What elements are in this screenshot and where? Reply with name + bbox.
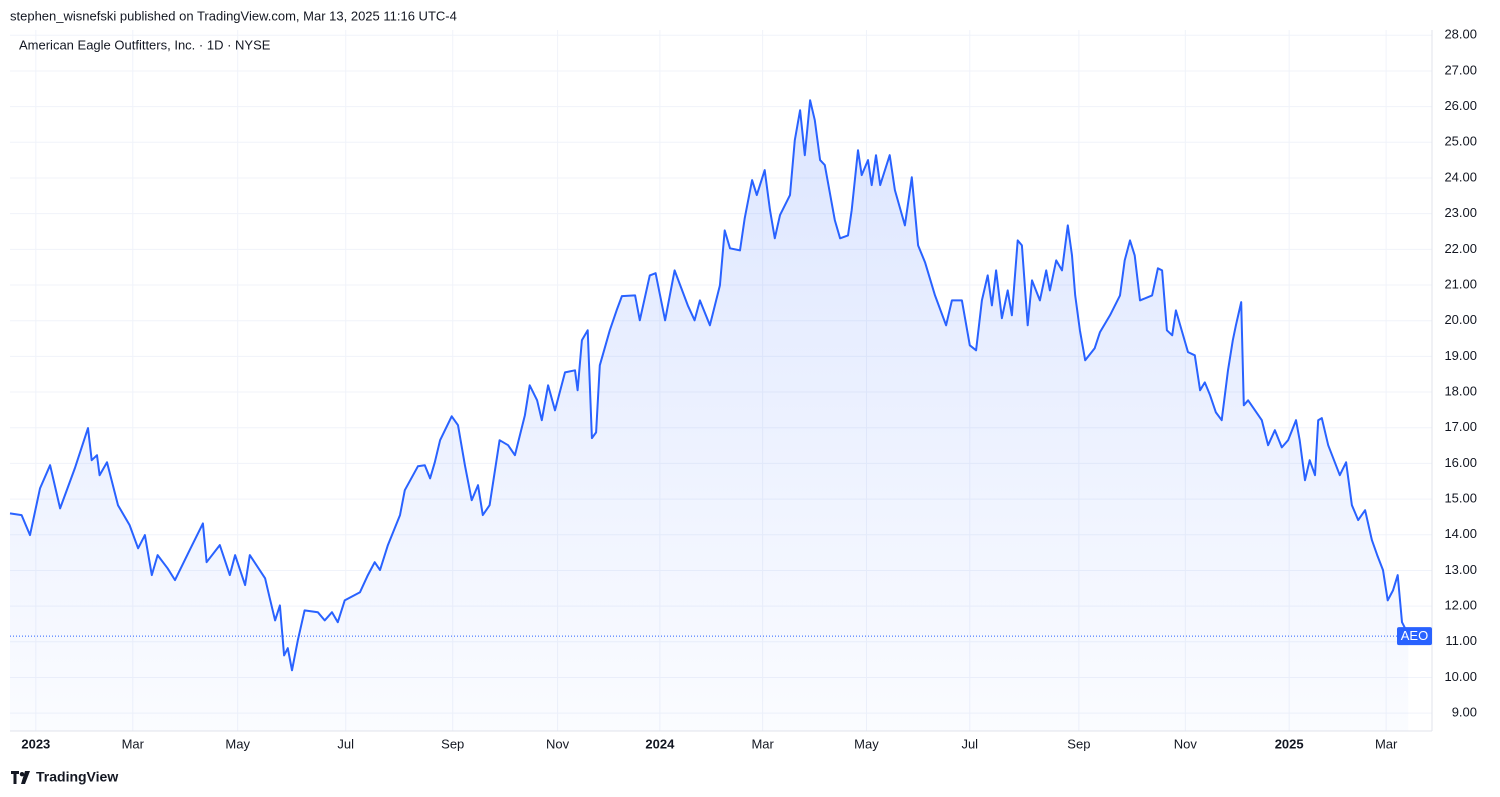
brand: TradingView [36, 769, 118, 785]
y-tick-label: 27.00 [1444, 62, 1477, 77]
y-tick-label: 26.00 [1444, 98, 1477, 113]
y-tick-label: 21.00 [1444, 276, 1477, 291]
symbol-badge [1397, 627, 1432, 646]
x-tick-label: Mar [751, 736, 774, 751]
x-tick-label: May [854, 736, 879, 751]
y-tick-label: 20.00 [1444, 312, 1477, 327]
x-tick-label: Nov [546, 736, 570, 751]
area-fill [10, 100, 1409, 731]
y-tick-label: 14.00 [1444, 526, 1477, 541]
y-tick-label: 13.00 [1444, 562, 1477, 577]
x-tick-label: Jul [337, 736, 354, 751]
x-tick-label: Sep [441, 736, 464, 751]
y-tick-label: 28.00 [1444, 27, 1477, 42]
plot-area [9, 30, 1432, 731]
y-tick-label: 16.00 [1444, 455, 1477, 470]
x-tick-label: Mar [1375, 736, 1398, 751]
y-tick-label: 12.00 [1444, 598, 1477, 613]
chart-title: American Eagle Outfitters, Inc. · 1D · N… [19, 37, 271, 52]
logo [11, 771, 30, 784]
x-tick-label: Sep [1067, 736, 1090, 751]
x-tick-label: 2025 [1275, 736, 1304, 751]
y-tick-label: 22.00 [1444, 241, 1477, 256]
y-tick-label: 10.00 [1444, 669, 1477, 684]
y-tick-label: 9.00 [1452, 705, 1477, 720]
x-tick-label: Mar [122, 736, 145, 751]
y-tick-label: 17.00 [1444, 419, 1477, 434]
y-tick-label: 24.00 [1444, 169, 1477, 184]
publisher-line: stephen_wisnefski published on TradingVi… [10, 8, 457, 23]
x-tick-label: Jul [961, 736, 978, 751]
y-tick-label: 19.00 [1444, 348, 1477, 363]
y-tick-label: 25.00 [1444, 134, 1477, 149]
y-tick-label: 11.00 [1445, 633, 1477, 648]
y-tick-label: 23.00 [1444, 205, 1477, 220]
price-line [9, 99, 1410, 672]
x-tick-label: 2024 [645, 736, 675, 751]
x-tick-label: May [225, 736, 250, 751]
x-tick-label: 2023 [21, 736, 50, 751]
symbol-label: AEO [1401, 628, 1428, 643]
y-tick-label: 15.00 [1444, 491, 1477, 506]
x-tick-label: Nov [1174, 736, 1198, 751]
y-tick-label: 18.00 [1444, 383, 1477, 398]
